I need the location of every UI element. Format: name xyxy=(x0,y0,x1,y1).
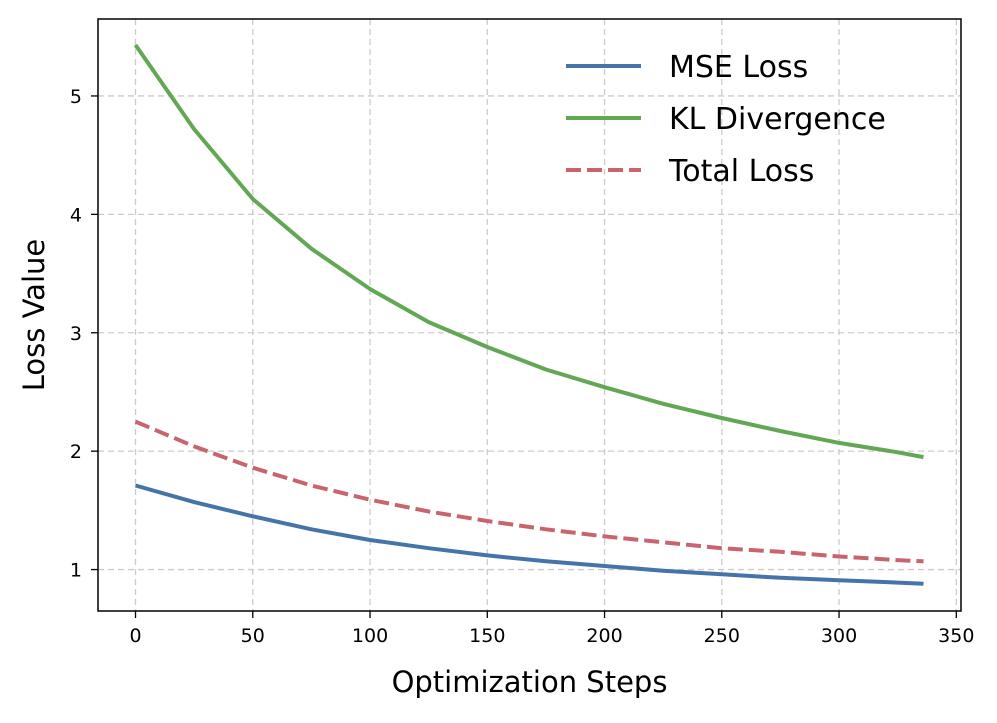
x-tick-label: 50 xyxy=(241,625,265,647)
series-lines xyxy=(133,43,924,586)
legend-label: Total Loss xyxy=(668,154,814,189)
x-tick-label: 300 xyxy=(821,625,857,647)
x-tick-label: 0 xyxy=(129,625,141,647)
series-line-2 xyxy=(134,419,924,564)
y-tick-label: 4 xyxy=(70,204,82,226)
x-tick-label: 200 xyxy=(586,625,622,647)
legend-label: MSE Loss xyxy=(669,50,808,85)
y-tick-label: 3 xyxy=(70,323,82,345)
series-line-1 xyxy=(133,43,924,460)
legend: MSE Loss KL Divergence Total Loss xyxy=(566,50,886,189)
x-tick-label: 350 xyxy=(938,625,974,647)
x-axis-title: Optimization Steps xyxy=(392,665,668,699)
y-tick-label: 1 xyxy=(70,560,82,582)
x-tick-label: 100 xyxy=(352,625,388,647)
y-tick-label: 2 xyxy=(70,441,82,463)
x-tick-label: 150 xyxy=(469,625,505,647)
legend-label: KL Divergence xyxy=(669,102,886,137)
y-tick-label: 5 xyxy=(70,86,82,108)
axes: 0 50 100 150 200 250 300 350 1 2 3 4 5 xyxy=(70,86,975,647)
plot-frame xyxy=(97,18,962,612)
x-tick-label: 250 xyxy=(704,625,740,647)
y-axis-title: Loss Value xyxy=(17,239,51,391)
grid xyxy=(98,19,961,611)
series-line-0 xyxy=(134,483,924,586)
